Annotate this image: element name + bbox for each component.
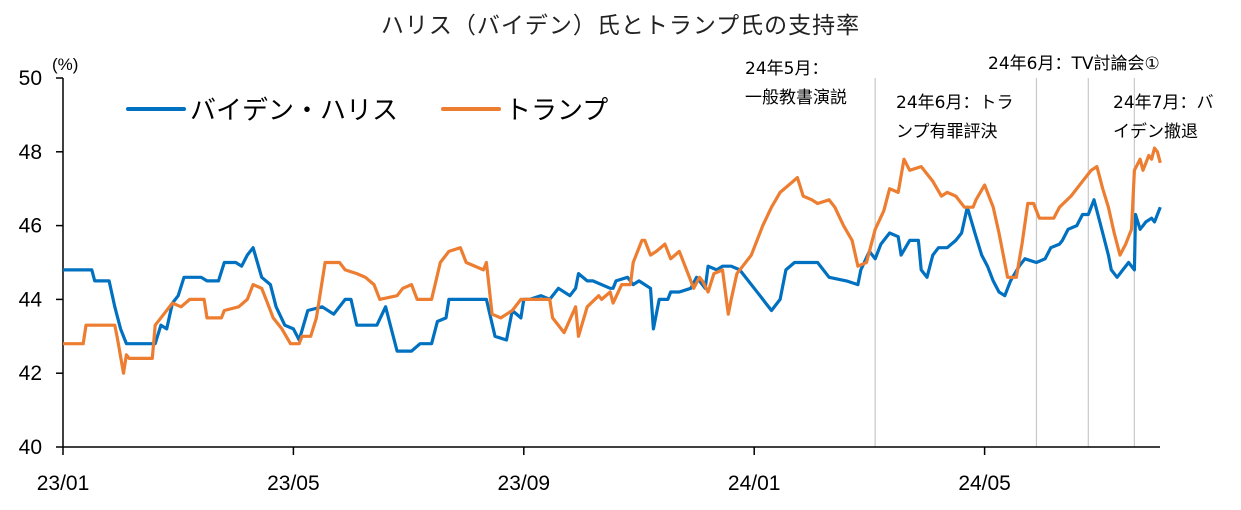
legend: バイデン・ハリス トランプ	[126, 96, 608, 126]
x-tick-label: 24/01	[728, 472, 781, 495]
y-tick-label: 42	[19, 362, 42, 385]
legend-label-trump: トランプ	[505, 96, 608, 126]
annotation-sotu-line2: 一般教書演説	[745, 88, 847, 108]
chart-title: ハリス（バイデン）氏とトランプ氏の支持率	[380, 13, 861, 39]
y-tick-label: 48	[19, 141, 42, 164]
series-line-harris	[63, 198, 1162, 353]
annotation-debate: 24年6月：TV討論会①	[988, 54, 1160, 74]
x-ticks: 23/01 23/05 23/09 24/01 24/05	[37, 447, 1011, 495]
x-tick-label: 23/05	[267, 472, 320, 495]
series-lines	[63, 146, 1162, 375]
x-tick-label: 24/05	[958, 472, 1011, 495]
annotation-verdict-line1: 24年6月：トラ	[896, 93, 1013, 113]
series-line-trump	[63, 146, 1162, 375]
y-unit-label: (%)	[52, 55, 78, 74]
axes	[62, 78, 1160, 448]
annotation-withdraw-line1: 24年7月：バ	[1113, 93, 1213, 113]
y-tick-label: 46	[19, 215, 42, 238]
x-tick-label: 23/09	[498, 472, 551, 495]
y-tick-label: 50	[19, 67, 42, 90]
event-annotations: 24年5月： 一般教書演説 24年6月：トラ ンプ有罪評決 24年6月：TV討論…	[745, 54, 1213, 142]
y-ticks: 40 42 44 46 48 50	[19, 67, 63, 459]
x-tick-label: 23/01	[37, 472, 90, 495]
legend-label-harris: バイデン・ハリス	[190, 96, 398, 126]
annotation-sotu-line1: 24年5月：	[745, 59, 828, 79]
y-tick-label: 44	[19, 288, 43, 311]
y-tick-label: 40	[19, 436, 42, 459]
annotation-verdict-line2: ンプ有罪評決	[896, 122, 998, 142]
annotation-withdraw-line2: イデン撤退	[1113, 121, 1198, 142]
